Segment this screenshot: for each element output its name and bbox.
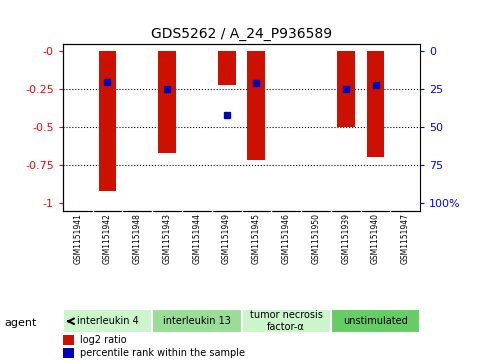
Text: GSM1151944: GSM1151944: [192, 213, 201, 264]
FancyBboxPatch shape: [63, 309, 152, 334]
FancyBboxPatch shape: [152, 309, 242, 334]
Text: percentile rank within the sample: percentile rank within the sample: [80, 348, 245, 358]
Bar: [99, 51, 116, 191]
Bar: [337, 51, 355, 127]
Bar: [367, 51, 384, 158]
Bar: [247, 51, 265, 160]
Text: interleukin 4: interleukin 4: [77, 316, 138, 326]
Text: GSM1151941: GSM1151941: [73, 213, 82, 264]
Text: GSM1151948: GSM1151948: [133, 213, 142, 264]
Text: log2 ratio: log2 ratio: [80, 335, 127, 345]
FancyBboxPatch shape: [242, 309, 331, 334]
Text: GSM1151943: GSM1151943: [163, 213, 171, 264]
Bar: [63, 348, 74, 358]
Text: GSM1151949: GSM1151949: [222, 213, 231, 264]
Text: GSM1151940: GSM1151940: [371, 213, 380, 264]
Bar: [158, 51, 176, 153]
Title: GDS5262 / A_24_P936589: GDS5262 / A_24_P936589: [151, 27, 332, 41]
Text: GSM1151945: GSM1151945: [252, 213, 261, 264]
Text: GSM1151950: GSM1151950: [312, 213, 320, 264]
Text: agent: agent: [5, 318, 37, 328]
Text: GSM1151939: GSM1151939: [341, 213, 350, 264]
Text: unstimulated: unstimulated: [343, 316, 408, 326]
Text: interleukin 13: interleukin 13: [163, 316, 231, 326]
FancyBboxPatch shape: [331, 309, 420, 334]
Text: GSM1151942: GSM1151942: [103, 213, 112, 264]
Text: GSM1151946: GSM1151946: [282, 213, 291, 264]
Text: tumor necrosis
factor-α: tumor necrosis factor-α: [250, 310, 323, 332]
Bar: [63, 335, 74, 346]
Text: GSM1151947: GSM1151947: [401, 213, 410, 264]
Bar: [218, 51, 236, 85]
